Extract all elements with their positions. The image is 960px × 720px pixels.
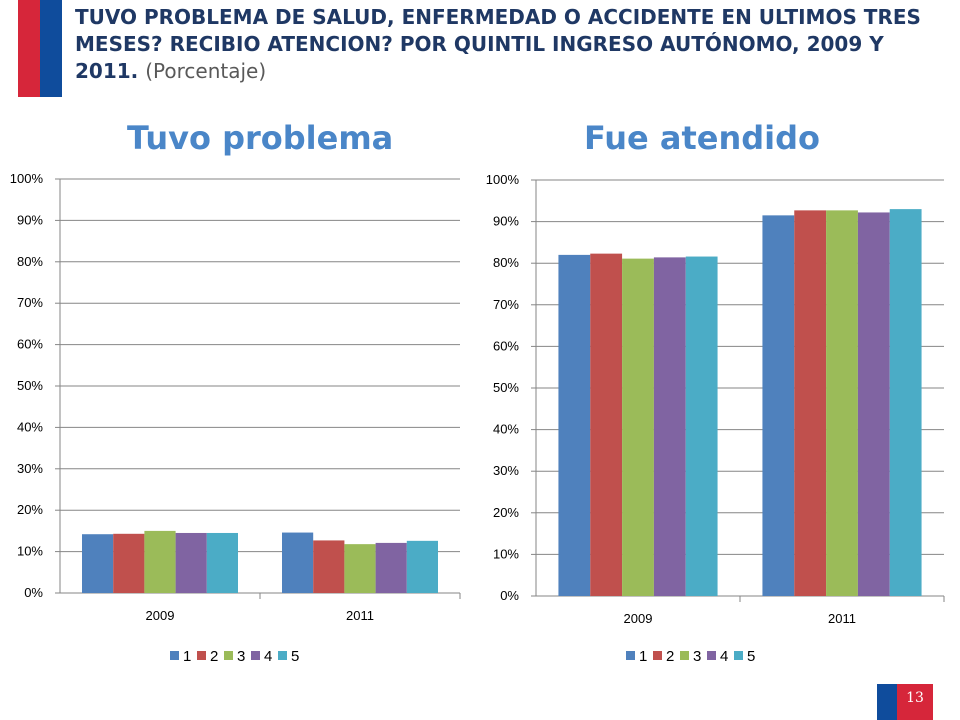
legend-swatch-5 — [734, 651, 743, 660]
y-tick-label: 30% — [493, 463, 519, 478]
flag-red-stripe — [18, 0, 40, 97]
page-badge-blue — [877, 684, 897, 720]
y-tick-label: 70% — [493, 297, 519, 312]
legend-label-4: 4 — [264, 648, 272, 665]
x-category-label: 2011 — [828, 611, 856, 626]
legend-label-1: 1 — [183, 648, 191, 665]
legend-swatch-2 — [197, 651, 206, 660]
x-category-label: 2009 — [146, 608, 175, 623]
y-tick-label: 80% — [17, 254, 43, 269]
bar-2011-series-2 — [313, 540, 345, 593]
y-tick-label: 100% — [10, 171, 44, 186]
bar-chart-tuvo-problema: 0% 10% 20% 30% 40% 50% 60% 70% 80% 90% 100% 2009 201… — [10, 171, 461, 665]
y-tick-label: 50% — [493, 380, 519, 395]
y-tick-label: 80% — [493, 255, 519, 270]
bar-2009-series-2 — [113, 533, 145, 593]
y-tick-label: 0% — [500, 588, 519, 603]
y-tick-label: 40% — [17, 419, 43, 434]
y-tick-label: 30% — [17, 461, 43, 476]
page-number: 13 — [906, 690, 924, 706]
bar-2009-series-5 — [206, 532, 238, 593]
legend-swatch-4 — [251, 651, 260, 660]
slide-title-text: TUVO PROBLEMA DE SALUD, ENFERMEDAD O ACC… — [75, 5, 921, 83]
y-tick-label: 60% — [17, 337, 43, 352]
bar-2011-series-5 — [406, 540, 438, 593]
bar-2009-series-5 — [685, 256, 718, 596]
legend-swatch-5 — [278, 651, 287, 660]
y-tick-label: 90% — [17, 212, 43, 227]
bar-2009-series-2 — [590, 253, 623, 596]
y-tick-label: 70% — [17, 295, 43, 310]
chart-title-tuvo-problema: Tuvo problema — [127, 119, 394, 157]
bar-2009-series-1 — [82, 534, 114, 593]
bar-chart-fue-atendido: 0% 10% 20% 30% 40% 50% 60% 70% 80% 90% 100% 2009 201… — [486, 172, 945, 665]
chart-title-fue-atendido: Fue atendido — [584, 119, 821, 157]
legend-label-3: 3 — [237, 648, 245, 665]
bar-2009-series-3 — [144, 530, 176, 593]
legend-swatch-1 — [626, 651, 635, 660]
legend-label-5: 5 — [291, 648, 299, 665]
y-tick-label: 0% — [24, 585, 43, 600]
legend-swatch-2 — [653, 651, 662, 660]
x-category-label: 2011 — [346, 608, 374, 623]
y-tick-label: 40% — [493, 422, 519, 437]
legend-label-5: 5 — [747, 648, 755, 665]
bar-2011-series-2 — [794, 210, 827, 597]
y-tick-label: 10% — [493, 546, 519, 561]
y-tick-label: 10% — [17, 544, 43, 559]
y-tick-label: 100% — [486, 172, 520, 187]
bar-2011-series-3 — [344, 544, 376, 593]
bar-2011-series-3 — [826, 210, 858, 597]
bar-2011-series-1 — [762, 215, 795, 597]
y-tick-label: 50% — [17, 378, 43, 393]
legend-label-2: 2 — [666, 648, 674, 665]
legend-swatch-3 — [224, 651, 233, 660]
slide-title: TUVO PROBLEMA DE SALUD, ENFERMEDAD O ACC… — [75, 4, 945, 85]
bar-2011-series-1 — [282, 532, 314, 593]
flag-blue-stripe — [40, 0, 62, 97]
bar-2009-series-4 — [175, 532, 207, 593]
bar-2011-series-4 — [857, 212, 890, 596]
bar-2009-series-3 — [622, 258, 654, 596]
legend-label-1: 1 — [639, 648, 647, 665]
y-tick-label: 90% — [493, 214, 519, 229]
y-tick-label: 20% — [493, 505, 519, 520]
legend-label-2: 2 — [210, 648, 218, 665]
legend-label-3: 3 — [693, 648, 701, 665]
legend-swatch-3 — [680, 651, 689, 660]
bar-2009-series-4 — [653, 257, 686, 596]
slide-title-unit: (Porcentaje) — [145, 59, 267, 83]
legend-label-4: 4 — [720, 648, 728, 665]
y-tick-label: 60% — [493, 338, 519, 353]
bar-2011-series-4 — [375, 542, 407, 593]
bar-2009-series-1 — [558, 254, 591, 596]
y-tick-label: 20% — [17, 502, 43, 517]
legend-swatch-1 — [170, 651, 179, 660]
legend-swatch-4 — [707, 651, 716, 660]
bar-2011-series-5 — [889, 209, 922, 596]
page-badge-red — [897, 684, 933, 720]
x-category-label: 2009 — [624, 611, 653, 626]
